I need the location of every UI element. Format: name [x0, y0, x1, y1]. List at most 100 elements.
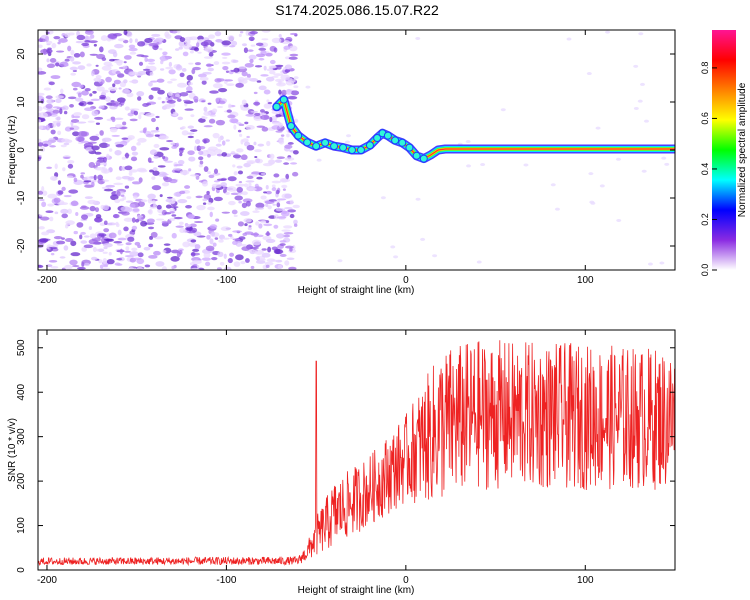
ridge-blob: [412, 151, 421, 160]
noise-blob: [94, 167, 105, 171]
noise-blob: [260, 74, 269, 77]
noise-blob: [46, 229, 56, 234]
noise-blob: [162, 249, 167, 253]
noise-blob: [242, 138, 249, 143]
noise-blob: [209, 211, 213, 218]
noise-blob: [103, 188, 114, 192]
noise-blob: [221, 152, 228, 157]
noise-blob: [115, 176, 122, 181]
noise-blob: [174, 93, 180, 98]
noise-blob: [168, 61, 173, 67]
noise-blob: [188, 156, 196, 162]
noise-blob: [380, 196, 386, 200]
noise-blob: [265, 52, 273, 57]
noise-blob: [208, 52, 214, 57]
noise-blob: [253, 101, 261, 106]
noise-blob: [415, 36, 421, 40]
noise-blob: [161, 266, 167, 270]
noise-blob: [285, 173, 290, 180]
noise-blob: [127, 236, 135, 242]
noise-blob: [241, 191, 248, 196]
noise-blob: [242, 198, 253, 203]
noise-blob: [289, 32, 298, 36]
noise-blob: [288, 56, 298, 60]
noise-blob: [150, 231, 158, 238]
noise-blob: [214, 237, 219, 240]
noise-blob: [212, 172, 221, 176]
noise-blob: [102, 257, 108, 264]
noise-blob: [253, 116, 263, 121]
noise-blob: [136, 91, 145, 97]
noise-blob: [284, 64, 293, 70]
noise-blob: [194, 145, 198, 151]
ridge-blob: [312, 142, 321, 151]
noise-blob: [72, 131, 80, 137]
noise-blob: [88, 40, 98, 44]
noise-blob: [147, 157, 152, 163]
snr-frame: [37, 329, 676, 571]
noise-blob: [190, 251, 196, 257]
noise-blob: [244, 183, 249, 188]
noise-blob: [260, 114, 270, 120]
noise-blob: [284, 207, 293, 210]
noise-blob: [209, 224, 218, 230]
noise-blob: [84, 262, 90, 267]
noise-blob: [269, 116, 273, 123]
noise-blob: [659, 261, 665, 265]
noise-blob: [156, 218, 165, 221]
noise-blob: [80, 174, 84, 179]
noise-blob: [156, 204, 162, 210]
noise-blob: [73, 230, 78, 235]
noise-blob: [87, 199, 97, 205]
noise-blob: [267, 159, 275, 166]
noise-blob: [98, 106, 105, 109]
noise-blob: [233, 171, 238, 176]
colorbar-label: Normalized spectral amplitude: [737, 82, 748, 217]
noise-blob: [95, 122, 101, 125]
noise-blob: [177, 248, 184, 252]
noise-blob: [227, 258, 233, 264]
noise-blob: [139, 112, 145, 115]
noise-blob: [81, 246, 88, 252]
noise-blob: [215, 97, 220, 103]
noise-blob: [173, 192, 182, 197]
noise-blob: [248, 225, 252, 228]
noise-blob: [201, 116, 208, 120]
noise-blob: [91, 145, 100, 151]
noise-blob: [73, 112, 82, 116]
noise-blob: [105, 184, 116, 188]
noise-blob: [86, 101, 94, 105]
noise-blob: [230, 192, 239, 196]
noise-blob: [38, 67, 43, 72]
noise-blob: [70, 49, 75, 56]
noise-blob: [101, 137, 112, 142]
noise-blob: [102, 156, 107, 163]
noise-blob: [65, 220, 75, 226]
noise-blob: [244, 62, 254, 68]
noise-blob: [47, 203, 55, 207]
noise-blob: [253, 141, 257, 146]
noise-blob: [76, 266, 86, 270]
noise-blob: [184, 185, 191, 189]
noise-blob: [292, 150, 299, 155]
noise-blob: [273, 173, 280, 178]
noise-blob: [53, 197, 61, 204]
noise-blob: [192, 248, 200, 252]
noise-blob: [59, 256, 66, 259]
noise-blob: [415, 197, 421, 201]
noise-blob: [223, 253, 227, 259]
noise-blob: [251, 171, 261, 175]
noise-blob: [38, 92, 45, 97]
noise-blob: [249, 30, 258, 35]
noise-blob: [89, 93, 93, 97]
noise-blob: [265, 264, 270, 269]
noise-blob: [96, 86, 105, 92]
noise-blob: [99, 130, 104, 136]
noise-blob: [65, 223, 69, 229]
noise-blob: [45, 124, 51, 131]
noise-blob: [147, 226, 155, 230]
noise-blob: [222, 56, 228, 59]
noise-blob: [175, 142, 180, 147]
noise-blob: [236, 165, 243, 169]
noise-blob: [182, 241, 191, 248]
